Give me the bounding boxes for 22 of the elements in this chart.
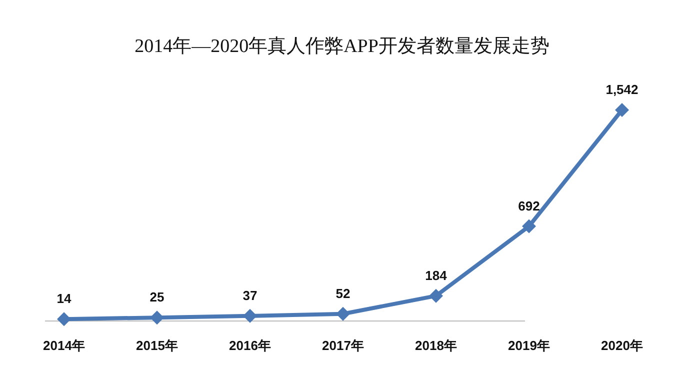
point xyxy=(336,306,350,321)
data-label: 184 xyxy=(425,268,448,283)
point xyxy=(57,312,71,326)
data-label: 14 xyxy=(56,291,72,306)
chart-title: 2014年—2020年真人作弊APP开发者数量发展走势 xyxy=(134,36,550,57)
x-tick-label: 2014年 xyxy=(43,338,85,353)
point xyxy=(615,103,629,117)
x-tick-label: 2015年 xyxy=(136,338,178,353)
x-tick-label: 2018年 xyxy=(415,338,457,353)
point xyxy=(522,219,536,234)
x-tick-label: 2016年 xyxy=(229,338,271,353)
data-label: 692 xyxy=(518,198,540,214)
data-label: 25 xyxy=(150,290,164,305)
data-label: 1,542 xyxy=(606,82,638,97)
x-tick-label: 2020年 xyxy=(601,338,643,353)
data-label: 52 xyxy=(336,286,350,301)
point xyxy=(150,310,164,325)
point xyxy=(429,288,443,303)
x-tick-label: 2019年 xyxy=(508,338,550,353)
x-tick-label: 2017年 xyxy=(322,338,364,353)
data-label: 37 xyxy=(242,288,258,303)
point xyxy=(243,308,257,323)
